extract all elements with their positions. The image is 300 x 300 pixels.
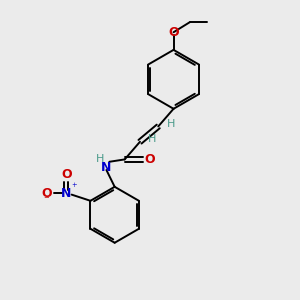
Text: $^+$: $^+$ (70, 182, 78, 192)
Text: H: H (167, 119, 175, 129)
Text: O: O (168, 26, 179, 39)
Text: N: N (61, 187, 71, 200)
Text: O: O (41, 187, 52, 200)
Text: N: N (101, 160, 112, 174)
Text: H: H (96, 154, 105, 164)
Text: O: O (61, 168, 72, 181)
Text: H: H (148, 134, 157, 144)
Text: $^-$: $^-$ (42, 195, 51, 205)
Text: O: O (144, 153, 155, 166)
